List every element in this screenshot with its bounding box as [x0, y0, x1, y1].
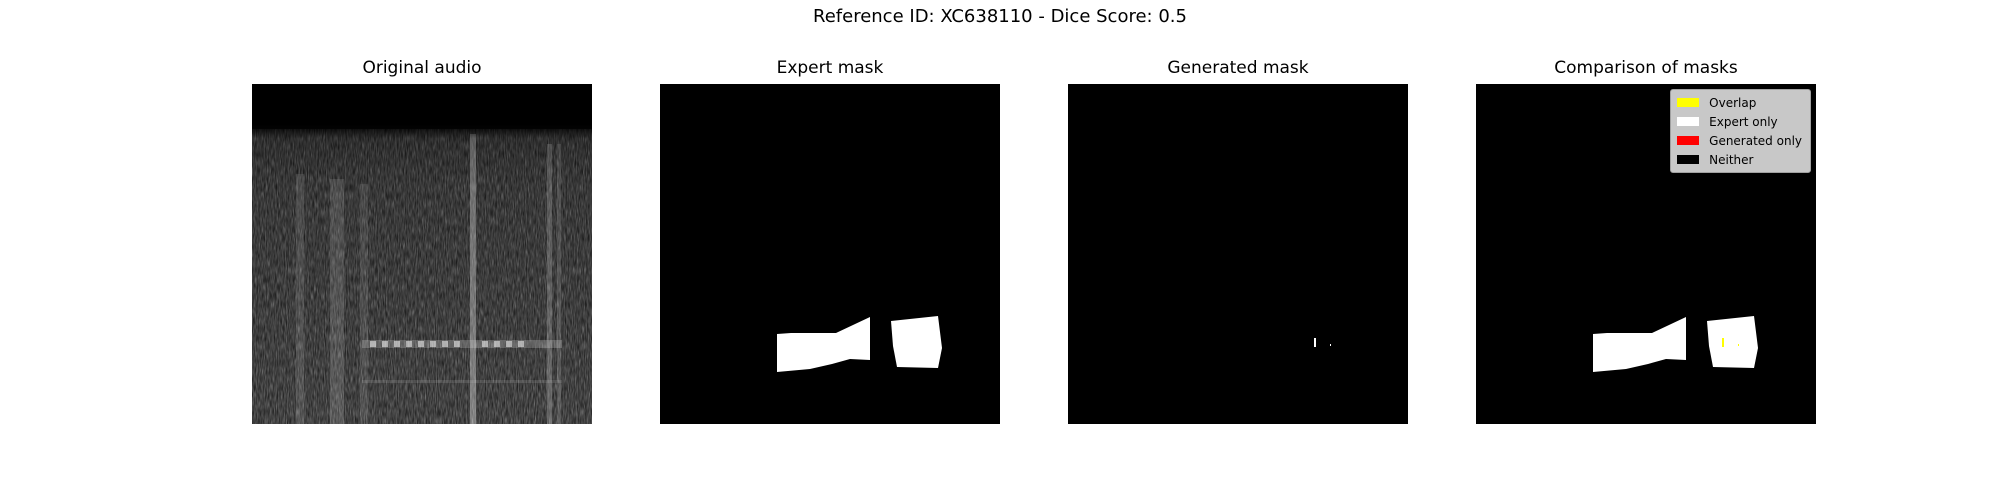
legend-label: Generated only [1709, 133, 1802, 148]
panel-title-original-audio: Original audio [362, 58, 482, 78]
figure-title: Reference ID: XC638110 - Dice Score: 0.5 [813, 6, 1187, 27]
neither-swatch [1677, 155, 1700, 164]
legend-item-overlap: Overlap [1675, 93, 1802, 112]
panel-title-comparison: Comparison of masks [1554, 58, 1738, 78]
panel-title-expert-mask: Expert mask [776, 58, 884, 78]
comparison-panel: Overlap Expert only Generated only Neith… [1476, 84, 1816, 424]
expert-only-region [1707, 316, 1758, 368]
generated-mask-region [1330, 344, 1331, 346]
legend-item-neither: Neither [1675, 150, 1802, 169]
expert-only-region [1593, 317, 1686, 372]
expert-mask-region [891, 316, 942, 368]
overlap-region [1738, 344, 1739, 346]
generated-mask-panel [1068, 84, 1408, 424]
legend-label: Overlap [1709, 95, 1757, 110]
panel-title-generated-mask: Generated mask [1167, 58, 1309, 78]
expert-mask-region [777, 317, 870, 372]
expert-only-swatch [1677, 117, 1700, 126]
spectrogram-panel [252, 84, 592, 424]
overlap-swatch [1677, 98, 1700, 107]
legend-item-expert-only: Expert only [1675, 112, 1802, 131]
spectrogram-image [252, 84, 592, 424]
legend-item-generated-only: Generated only [1675, 131, 1802, 150]
generated-only-swatch [1677, 136, 1700, 145]
expert-mask-panel [660, 84, 1000, 424]
mask-legend: Overlap Expert only Generated only Neith… [1670, 89, 1811, 173]
generated-mask-region [1314, 338, 1316, 347]
legend-label: Expert only [1709, 114, 1778, 129]
overlap-region [1722, 338, 1724, 347]
legend-label: Neither [1709, 152, 1754, 167]
